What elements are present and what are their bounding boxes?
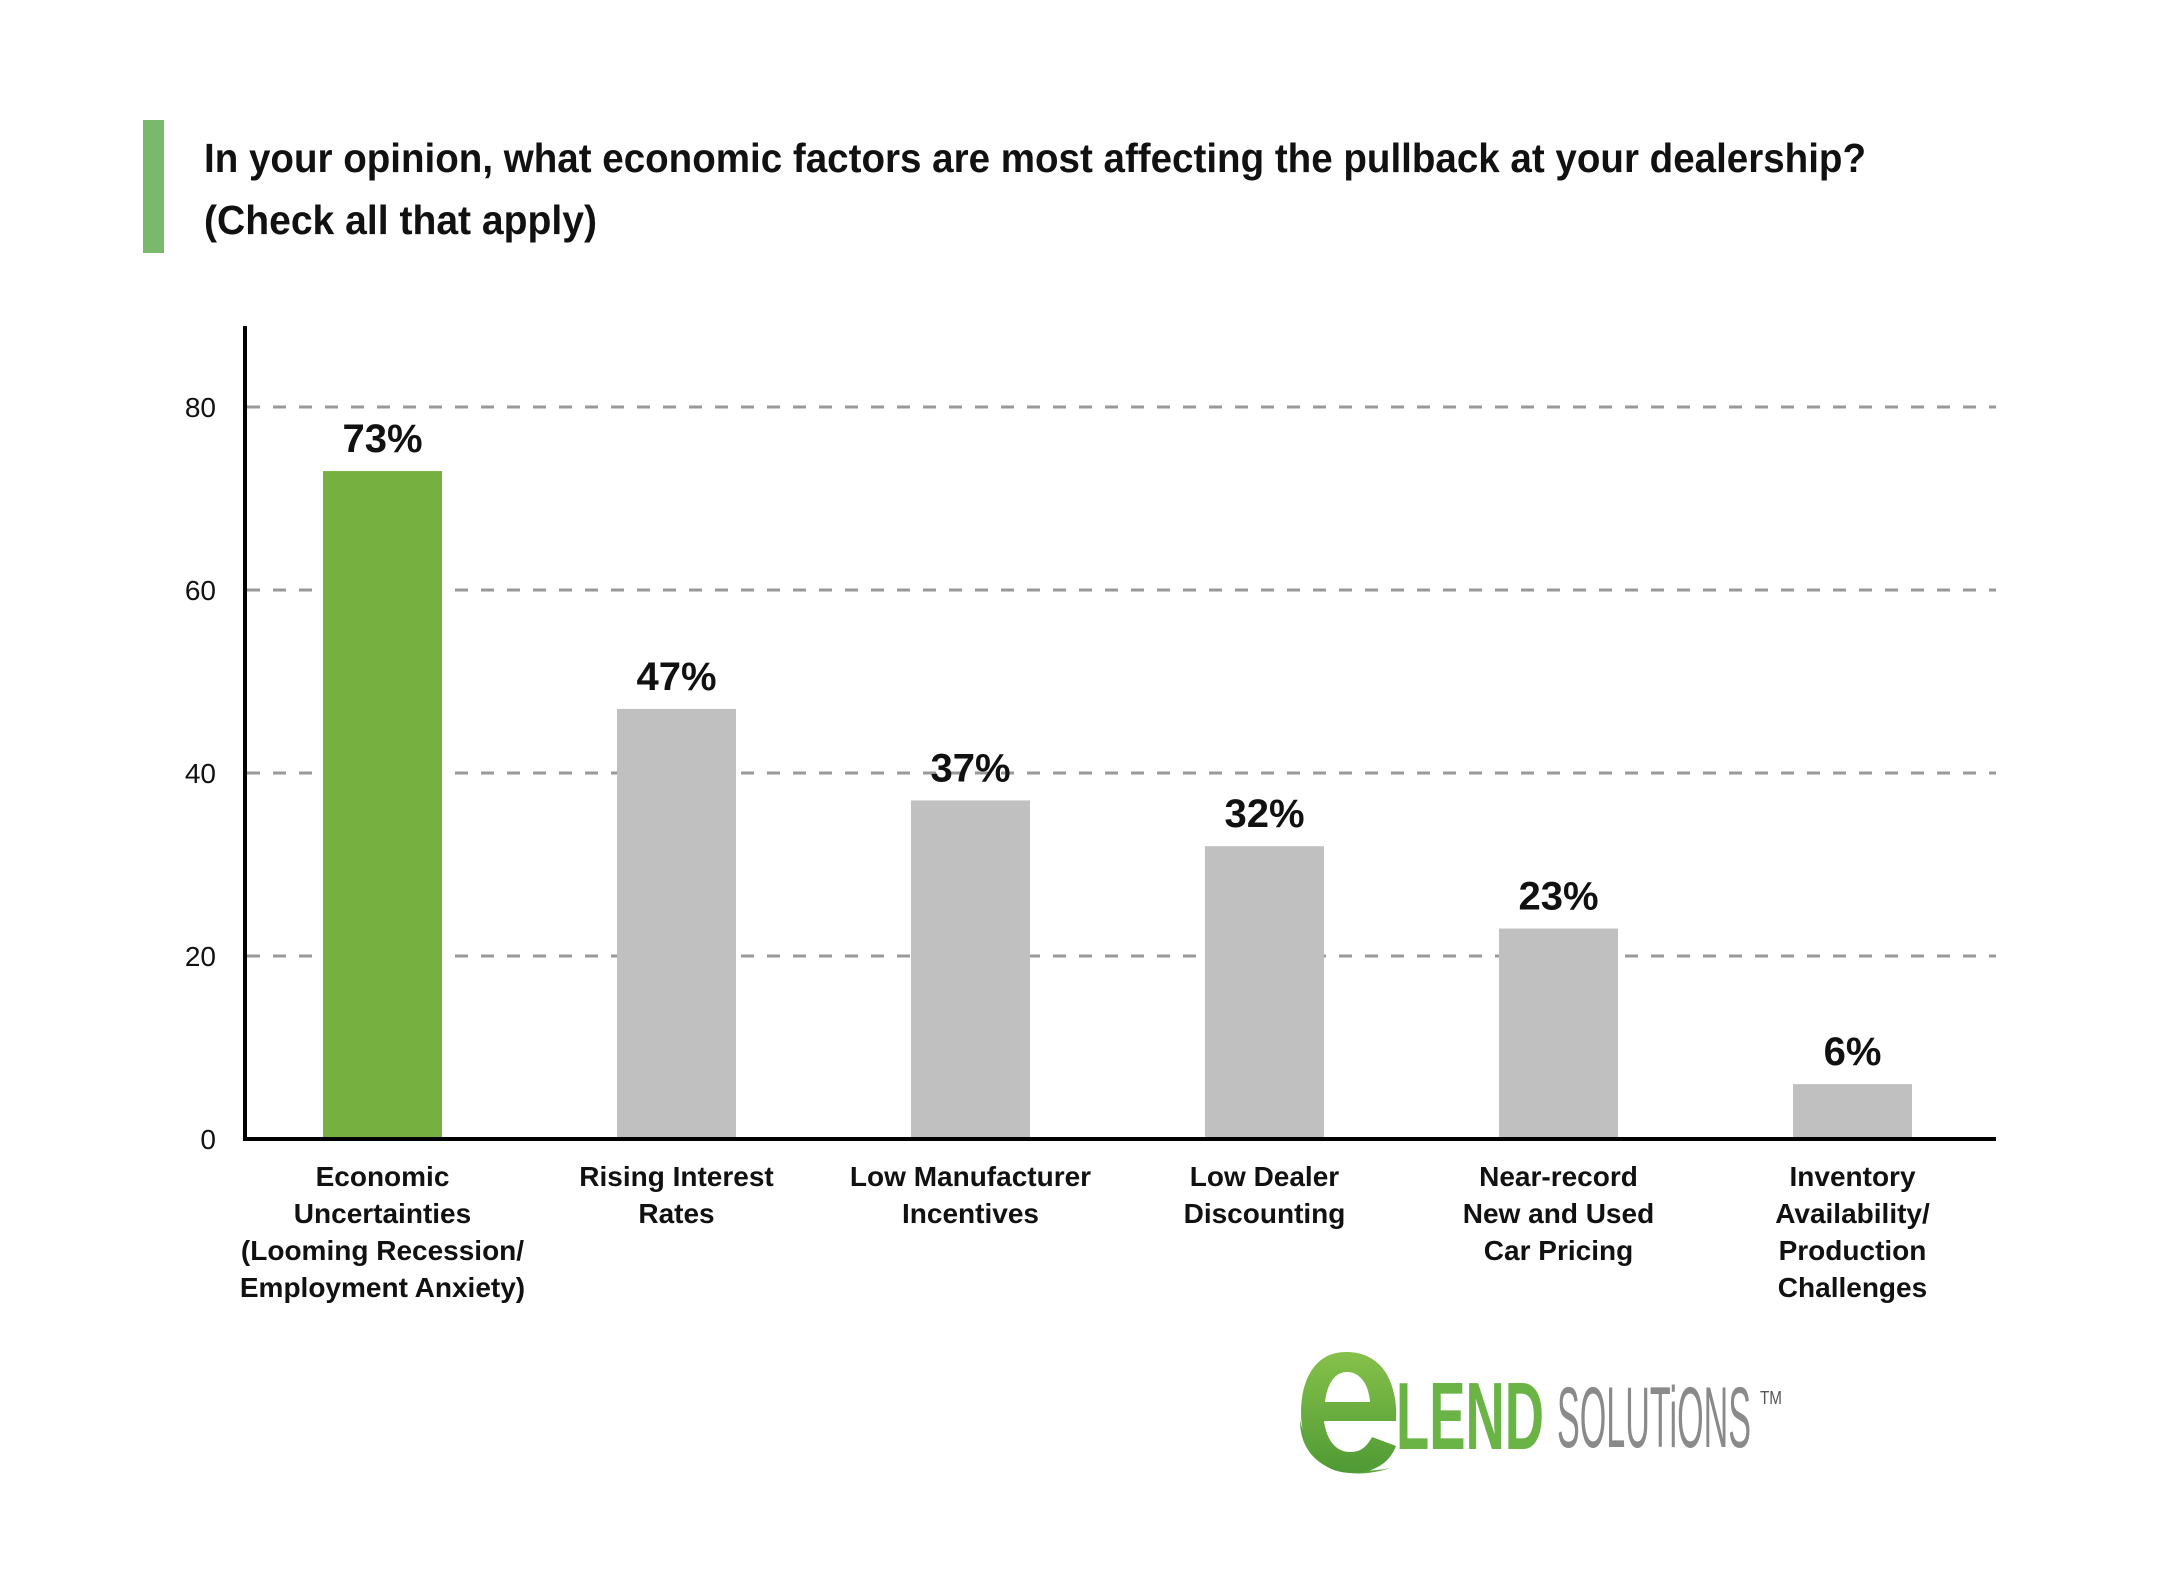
category-label-line: Production — [1779, 1235, 1927, 1266]
bar-3 — [911, 800, 1030, 1139]
y-axis-ticks: 0 20 40 60 80 — [185, 392, 216, 1155]
category-label-line: Rates — [638, 1198, 714, 1229]
category-label-line: Economic — [316, 1161, 450, 1192]
data-labels: 73% 47% 37% 32% 23% 6% — [342, 417, 1881, 1074]
data-label-6: 6% — [1824, 1030, 1882, 1074]
category-label-line: Availability/ — [1775, 1198, 1930, 1229]
category-label-line: Car Pricing — [1484, 1235, 1633, 1266]
gridlines — [247, 405, 1996, 958]
category-label-line: Employment Anxiety) — [240, 1272, 525, 1303]
chart-title-line-1: In your opinion, what economic factors a… — [204, 135, 1866, 181]
y-tick-label-20: 20 — [185, 941, 216, 972]
category-label-line: Near-record — [1479, 1161, 1638, 1192]
logo-trademark: TM — [1760, 1388, 1782, 1408]
category-label-2: Rising Interest Rates — [579, 1161, 773, 1229]
category-label-line: Rising Interest — [579, 1161, 773, 1192]
category-label-line: Low Dealer — [1190, 1161, 1339, 1192]
bar-1 — [323, 471, 442, 1139]
data-label-4: 32% — [1224, 792, 1304, 836]
bar-4 — [1205, 846, 1324, 1139]
title-accent-bar — [143, 120, 164, 253]
logo-word-lend: LEND — [1396, 1363, 1544, 1470]
data-label-2: 47% — [636, 655, 716, 699]
y-tick-label-0: 0 — [200, 1124, 216, 1155]
elend-solutions-logo: LEND SOLUTiONS TM — [1300, 1352, 1782, 1474]
category-label-5: Near-record New and Used Car Pricing — [1463, 1161, 1654, 1266]
data-label-3: 37% — [930, 746, 1010, 790]
category-label-line: Challenges — [1778, 1272, 1927, 1303]
category-label-line: Uncertainties — [294, 1198, 471, 1229]
category-label-line: New and Used — [1463, 1198, 1654, 1229]
logo-e-mark-icon — [1300, 1352, 1397, 1474]
category-label-line: Discounting — [1184, 1198, 1346, 1229]
category-label-6: Inventory Availability/Production Challeng… — [1775, 1161, 1930, 1303]
category-label-line: Incentives — [902, 1198, 1039, 1229]
data-label-1: 73% — [342, 417, 422, 461]
category-label-1: Economic Uncertainties (Looming Recession/… — [240, 1161, 525, 1303]
y-tick-label-60: 60 — [185, 575, 216, 606]
category-label-line: Inventory — [1789, 1161, 1915, 1192]
category-label-3: Low Manufacturer Incentives — [850, 1161, 1091, 1229]
data-label-5: 23% — [1518, 875, 1598, 919]
category-label-line: Low Manufacturer — [850, 1161, 1091, 1192]
chart-title-line-2: (Check all that apply) — [204, 197, 597, 243]
logo-word-solutions: SOLUTiONS — [1557, 1370, 1751, 1466]
category-label-4: Low Dealer Discounting — [1184, 1161, 1346, 1229]
y-tick-label-80: 80 — [185, 392, 216, 423]
bar-5 — [1499, 928, 1618, 1139]
bars — [323, 471, 1912, 1139]
category-label-line: (Looming Recession/ — [241, 1235, 524, 1266]
y-tick-label-40: 40 — [185, 758, 216, 789]
bar-2 — [617, 708, 736, 1139]
x-axis-categories: Economic Uncertainties (Looming Recession/… — [240, 1161, 1930, 1303]
bar-6 — [1793, 1084, 1912, 1139]
